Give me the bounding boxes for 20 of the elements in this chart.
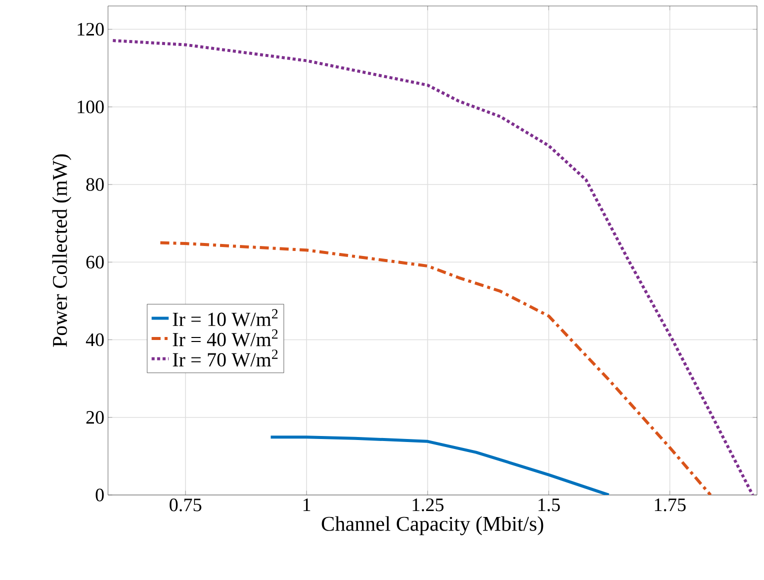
legend-label: Ir = 70 W/m$^{2}$	[172, 350, 278, 367]
x-tick-label: 0.75	[170, 498, 202, 512]
x-tick-label: 1	[304, 498, 310, 511]
y-tick-label: 100	[78, 100, 104, 114]
y-tick-label: 0	[96, 488, 104, 502]
y-axis-title: Power Collected (mW)	[52, 154, 72, 347]
y-tick-label: 40	[86, 333, 104, 346]
legend-label: Ir = 40 W/m$^{2}$	[172, 329, 278, 346]
x-tick-label: 1.75	[654, 498, 686, 512]
line-series	[111, 39, 754, 495]
x-axis-title: Channel Capacity (Mbit/s)	[322, 516, 544, 536]
x-tick-label: 1.5	[538, 498, 560, 512]
y-tick-label: 80	[86, 178, 104, 191]
y-tick-label: 20	[86, 410, 104, 424]
line-series	[158, 241, 712, 495]
legend-label: Ir = 10 W/m$^{2}$	[172, 309, 278, 326]
x-tick-label: 1.25	[412, 498, 444, 512]
line-series	[269, 436, 610, 495]
y-tick-label: 60	[86, 256, 104, 269]
y-tick-label: 120	[78, 22, 104, 36]
